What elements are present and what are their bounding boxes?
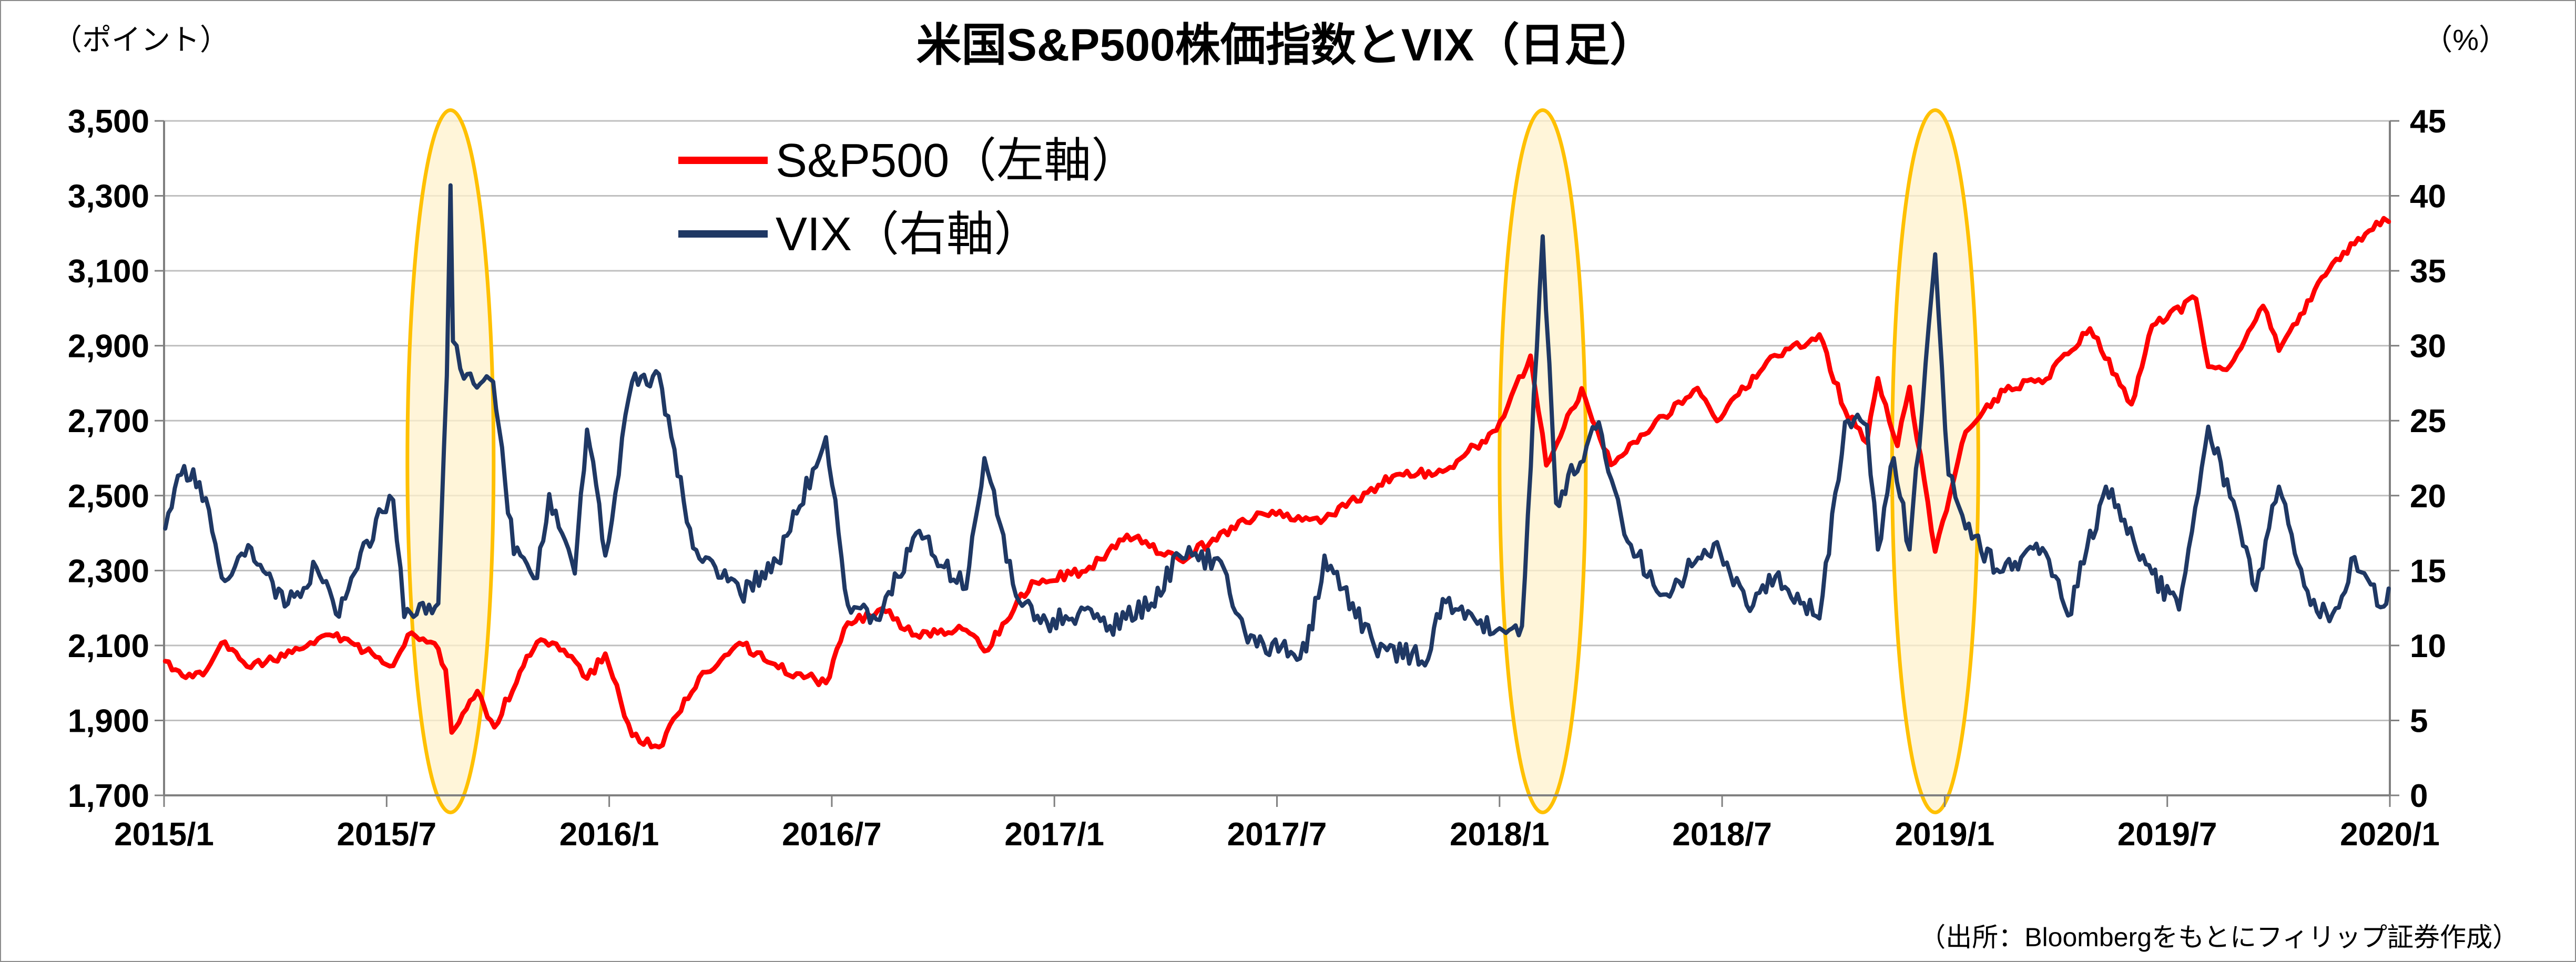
y-right-tick-label: 5: [2410, 703, 2428, 739]
x-tick-label: 2017/7: [1227, 816, 1327, 853]
x-tick-label: 2016/7: [782, 816, 882, 853]
y-right-tick-label: 35: [2410, 253, 2446, 290]
series-line-vix: [163, 183, 2391, 668]
chart-title: 米国S&P500株価指数とVIX（日足）: [917, 20, 1655, 70]
axes: [155, 120, 2399, 807]
y-right-tick-label: 15: [2410, 553, 2446, 589]
y-left-tick-label: 3,300: [68, 179, 149, 215]
x-tick-label: 2019/7: [2117, 816, 2217, 853]
series-line-sp500: [162, 216, 2391, 750]
y-left-tick-label: 2,100: [68, 628, 149, 664]
y-left-tick-label: 3,100: [68, 253, 149, 290]
y-right-tick-label: 20: [2410, 478, 2446, 515]
x-tick-label: 2020/1: [2340, 816, 2440, 853]
series-lines: [162, 183, 2391, 750]
highlight-ellipse: [1498, 108, 1588, 814]
y-left-tick-label: 3,500: [68, 104, 149, 140]
y-right-tick-label: 25: [2410, 403, 2446, 439]
y-right-tick-label: 30: [2410, 329, 2446, 365]
y-right-tick-label: 10: [2410, 628, 2446, 664]
x-tick-label: 2017/1: [1004, 816, 1104, 853]
y-left-tick-label: 1,900: [68, 703, 149, 739]
source-note: （出所：Bloombergをもとにフィリップ証券作成）: [1919, 923, 2519, 952]
tick-labels: 1,700 0 1,900 5 2,100 10 2,300 15 2,500 20 2,700 25…: [68, 104, 2446, 853]
highlight-ellipse: [405, 108, 496, 814]
legend-label-vix: VIX（右軸）: [776, 208, 1041, 261]
y-left-tick-label: 2,700: [68, 403, 149, 439]
x-tick-label: 2015/7: [337, 816, 436, 853]
y-left-tick-label: 2,300: [68, 553, 149, 589]
y-right-tick-label: 40: [2410, 179, 2446, 215]
y-right-tick-label: 0: [2410, 778, 2428, 814]
x-tick-label: 2018/1: [1450, 816, 1550, 853]
right-axis-unit: （%）: [2423, 23, 2508, 56]
x-tick-label: 2016/1: [559, 816, 659, 853]
highlight-ellipses: [405, 108, 1980, 814]
left-axis-unit: （ポイント）: [53, 23, 229, 56]
x-tick-label: 2019/1: [1895, 816, 1995, 853]
y-left-tick-label: 2,900: [68, 329, 149, 365]
highlight-ellipse: [1890, 108, 1980, 814]
x-tick-label: 2015/1: [114, 816, 214, 853]
legend-label-sp500: S&P500（左軸）: [776, 135, 1138, 187]
y-right-tick-label: 45: [2410, 104, 2446, 140]
x-tick-label: 2018/7: [1672, 816, 1772, 853]
y-left-tick-label: 1,700: [68, 778, 149, 814]
y-left-tick-label: 2,500: [68, 478, 149, 515]
legend: S&P500（左軸） VIX（右軸）: [678, 135, 1138, 261]
